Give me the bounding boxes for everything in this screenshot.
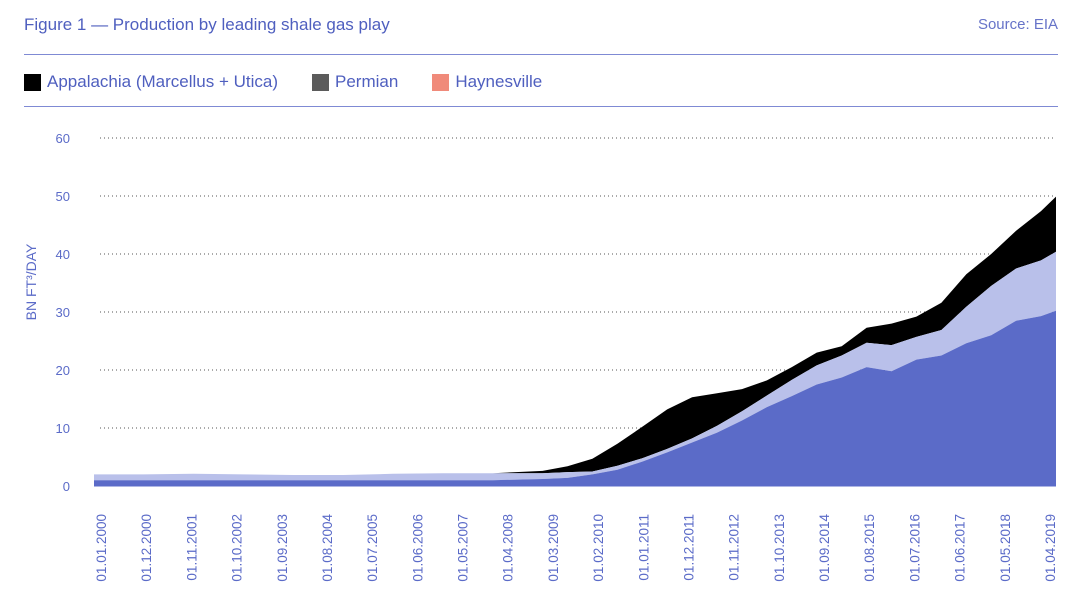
legend-swatch-permian — [312, 73, 330, 91]
x-tick-label: 01.10.2002 — [230, 514, 245, 582]
x-tick-label: 01.06.2006 — [410, 514, 425, 582]
legend-swatch-haynesville — [432, 73, 450, 91]
x-tick-label: 01.11.2001 — [184, 514, 199, 581]
x-tick-label: 01.08.2004 — [320, 514, 335, 582]
legend-label-appalachia: Appalachia (Marcellus + Utica) — [47, 72, 279, 91]
y-tick-label: 50 — [56, 189, 70, 204]
y-tick-label: 40 — [56, 247, 70, 262]
legend-divider — [24, 106, 1058, 107]
y-tick-label: 0 — [63, 479, 70, 494]
x-tick-label: 01.11.2012 — [727, 514, 742, 581]
y-tick-label: 60 — [56, 131, 70, 146]
x-tick-label: 01.12.2000 — [139, 514, 154, 582]
x-tick-label: 01.04.2019 — [1043, 514, 1058, 582]
x-tick-label: 01.09.2014 — [817, 514, 832, 582]
legend-label-permian: Permian — [335, 72, 399, 91]
legend-swatch-appalachia — [24, 73, 41, 91]
x-tick-label: 01.08.2015 — [862, 514, 877, 582]
legend-item-haynesville: Haynesville — [432, 72, 542, 92]
legend-label-haynesville: Haynesville — [455, 72, 543, 91]
x-tick-label: 01.09.2003 — [275, 514, 290, 582]
x-tick-label: 01.07.2005 — [365, 514, 380, 582]
legend: Appalachia (Marcellus + Utica) Permian H… — [24, 70, 576, 94]
legend-item-appalachia: Appalachia (Marcellus + Utica) — [24, 72, 278, 92]
legend-item-permian: Permian — [312, 72, 398, 92]
area-haynesville — [94, 251, 1056, 481]
header-divider — [24, 54, 1058, 55]
source-note: Source: EIA — [977, 16, 1058, 33]
area-appalachia — [94, 196, 1056, 475]
x-tick-label: 01.10.2013 — [772, 514, 787, 582]
x-tick-label: 01.05.2007 — [456, 514, 471, 582]
x-tick-label: 01.12.2011 — [682, 514, 697, 581]
x-tick-label: 01.07.2016 — [907, 514, 922, 582]
y-tick-label: 20 — [56, 363, 70, 378]
x-tick-label: 01.06.2017 — [953, 514, 968, 582]
y-tick-label: 10 — [56, 421, 70, 436]
x-tick-label: 01.03.2009 — [546, 514, 561, 582]
x-tick-label: 01.01.2000 — [94, 514, 109, 582]
x-tick-label: 01.02.2010 — [591, 514, 606, 582]
x-tick-label: 01.05.2018 — [998, 514, 1013, 582]
y-axis-label: BN FT³/DAY — [23, 243, 39, 320]
y-tick-label: 30 — [56, 305, 70, 320]
x-tick-label: 01.01.2011 — [636, 514, 651, 581]
x-tick-label: 01.04.2008 — [501, 514, 516, 582]
chart-title: Figure 1 — Production by leading shale g… — [24, 15, 390, 34]
area-permian — [94, 310, 1056, 486]
